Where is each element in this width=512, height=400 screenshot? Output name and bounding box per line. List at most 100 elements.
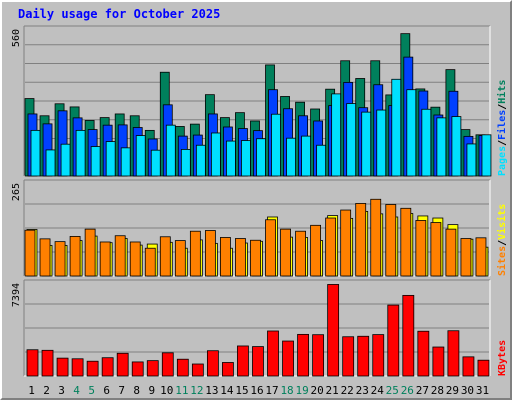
bar-kbytes-day-6 <box>101 357 114 377</box>
bar-pages-day-15 <box>241 140 251 177</box>
x-tick-label-day-21: 21 <box>326 384 339 397</box>
bar-sites-day-6 <box>99 241 111 277</box>
x-tick-label-day-16: 16 <box>250 384 263 397</box>
bar-sites-day-25 <box>385 204 397 277</box>
bar-kbytes-day-23 <box>357 335 370 377</box>
legend-entry: Pages <box>497 146 508 176</box>
legend-entry: Sites <box>496 246 508 276</box>
bar-sites-day-4 <box>69 236 81 277</box>
x-tick-label-day-15: 15 <box>235 384 248 397</box>
bar-sites-day-9 <box>144 247 156 277</box>
bar-pages-day-24 <box>376 109 387 177</box>
bar-sites-day-7 <box>114 235 126 277</box>
bar-pages-day-31 <box>481 134 492 177</box>
x-tick-label-day-4: 4 <box>73 384 80 397</box>
bar-kbytes-day-9 <box>146 360 159 377</box>
x-tick-label-day-31: 31 <box>476 384 489 397</box>
bar-kbytes-day-29 <box>447 330 460 377</box>
x-tick-label-day-1: 1 <box>28 384 35 397</box>
bar-sites-day-19 <box>295 230 306 277</box>
bar-kbytes-day-26 <box>402 294 415 377</box>
bar-sites-day-1 <box>24 229 36 277</box>
bar-pages-day-28 <box>436 117 447 177</box>
bar-kbytes-day-18 <box>282 340 294 377</box>
legend-entry: Files <box>496 110 508 140</box>
bar-pages-day-5 <box>90 146 101 177</box>
bar-kbytes-day-28 <box>432 346 445 377</box>
bar-kbytes-day-11 <box>176 358 189 377</box>
bar-kbytes-day-30 <box>462 356 475 377</box>
bar-sites-day-15 <box>235 238 246 277</box>
bar-pages-day-7 <box>120 147 131 177</box>
bar-sites-day-31 <box>475 237 487 277</box>
bar-kbytes-day-17 <box>267 330 279 377</box>
bar-kbytes-day-21 <box>327 284 340 377</box>
legend-entry: KBytes <box>497 340 508 376</box>
bar-pages-day-6 <box>105 141 116 177</box>
x-tick-label-day-23: 23 <box>356 384 369 397</box>
bar-pages-day-16 <box>256 138 266 177</box>
chart-title: Daily usage for October 2025 <box>18 7 221 21</box>
bar-pages-day-29 <box>451 116 462 177</box>
bar-sites-day-26 <box>400 207 412 277</box>
x-tick-label-day-2: 2 <box>43 384 50 397</box>
legend-entry: / <box>497 240 508 246</box>
bar-kbytes-day-20 <box>312 334 325 377</box>
ymax-label-kbytes: 7394 <box>11 283 22 307</box>
bar-pages-day-4 <box>75 129 86 177</box>
bar-kbytes-day-8 <box>131 361 144 377</box>
x-tick-label-day-13: 13 <box>205 384 218 397</box>
bar-sites-day-13 <box>204 230 216 277</box>
bar-kbytes-day-1 <box>26 349 39 377</box>
x-tick-label-day-19: 19 <box>295 384 308 397</box>
bar-kbytes-day-22 <box>342 336 355 377</box>
bar-pages-day-13 <box>210 132 221 177</box>
bar-sites-day-16 <box>250 239 261 277</box>
bar-kbytes-day-2 <box>41 349 54 377</box>
x-tick-label-day-29: 29 <box>446 384 459 397</box>
bar-pages-day-11 <box>180 149 191 177</box>
x-tick-label-day-8: 8 <box>133 384 140 397</box>
bar-pages-day-18 <box>286 137 296 177</box>
bar-pages-day-3 <box>60 143 71 177</box>
x-tick-label-day-25: 25 <box>386 384 399 397</box>
bar-sites-day-29 <box>445 228 457 277</box>
bar-pages-day-25 <box>391 78 402 177</box>
bar-pages-day-26 <box>406 89 417 177</box>
x-tick-label-day-24: 24 <box>371 384 385 397</box>
bar-pages-day-12 <box>195 144 206 177</box>
bar-kbytes-day-12 <box>191 363 204 377</box>
bar-sites-day-30 <box>460 238 472 277</box>
x-tick-label-day-5: 5 <box>88 384 95 397</box>
bar-sites-day-2 <box>39 238 51 277</box>
bar-kbytes-day-31 <box>477 359 490 377</box>
bar-kbytes-day-15 <box>237 345 249 377</box>
bar-kbytes-day-3 <box>56 357 69 377</box>
bar-sites-day-28 <box>430 222 442 277</box>
bar-kbytes-day-19 <box>297 333 309 377</box>
x-tick-label-day-22: 22 <box>341 384 354 397</box>
bar-pages-day-23 <box>361 111 372 177</box>
x-tick-label-day-26: 26 <box>401 384 414 397</box>
bar-sites-day-27 <box>415 220 427 277</box>
bar-pages-day-30 <box>466 143 477 177</box>
legend-sites-visits: Sites/Visits <box>496 204 508 276</box>
bar-kbytes-day-27 <box>417 330 430 377</box>
bar-sites-day-5 <box>84 228 96 277</box>
bar-kbytes-day-13 <box>206 350 219 377</box>
bar-kbytes-day-10 <box>161 352 174 377</box>
bar-sites-day-11 <box>174 240 186 277</box>
bar-pages-day-10 <box>165 124 176 177</box>
ymax-label-pages-files-hits: 560 <box>11 29 22 47</box>
bar-pages-day-9 <box>150 149 161 177</box>
bar-kbytes-day-16 <box>252 346 264 377</box>
ymax-label-sites-visits: 265 <box>11 183 22 201</box>
bar-sites-day-17 <box>265 219 276 277</box>
legend-kbytes: KBytes <box>497 340 508 376</box>
x-tick-label-day-30: 30 <box>461 384 474 397</box>
x-tick-label-day-3: 3 <box>58 384 65 397</box>
bar-sites-day-10 <box>159 236 171 277</box>
bar-pages-day-21 <box>331 93 342 177</box>
bar-kbytes-day-14 <box>222 362 234 377</box>
